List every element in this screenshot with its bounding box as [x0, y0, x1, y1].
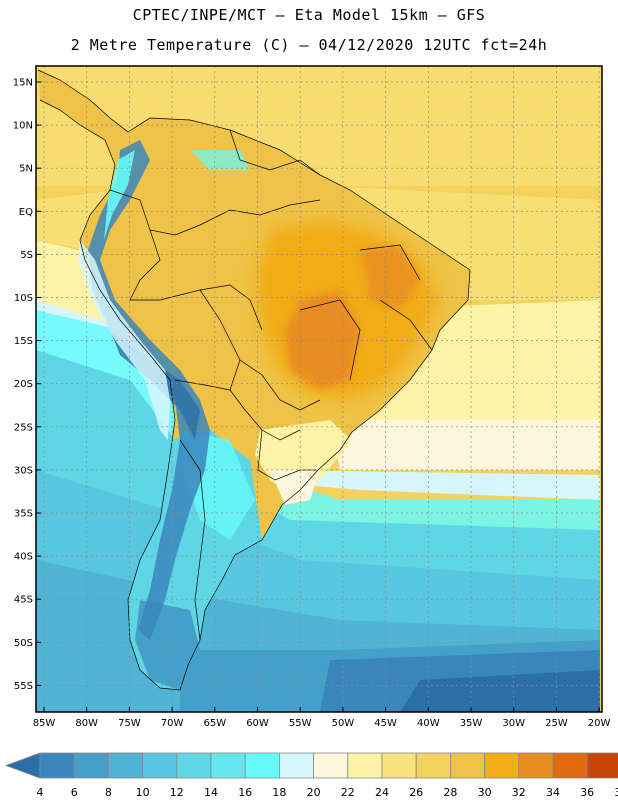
- lon-label: 40W: [417, 718, 440, 729]
- lat-label: 5N: [19, 164, 33, 175]
- lat-label: 40S: [14, 552, 33, 563]
- lat-label: 25S: [14, 422, 33, 433]
- colorbar-tick: 20: [307, 786, 321, 799]
- lat-label: 50S: [14, 638, 33, 649]
- andes-cold-band: [88, 140, 210, 640]
- lat-label: 55S: [14, 681, 33, 692]
- lat-label: 20S: [14, 379, 33, 390]
- colorbar-cell: [347, 752, 383, 779]
- map-title-line-1: CPTEC/INPE/MCT – Eta Model 15km – GFS: [132, 6, 486, 24]
- colorbar-cell: [586, 752, 618, 779]
- colorbar-cell: [415, 752, 451, 779]
- lon-label: 35W: [460, 718, 483, 729]
- colorbar-tick: 6: [71, 786, 78, 799]
- colorbar-cell: [4, 752, 41, 779]
- colorbar-cell: [278, 752, 314, 779]
- colorbar-tick: 18: [272, 786, 286, 799]
- lon-label: 50W: [332, 718, 355, 729]
- colorbar-tick: 36: [580, 786, 594, 799]
- map-title-line-2: 2 Metre Temperature (C) – 04/12/2020 12U…: [70, 36, 548, 54]
- lon-label: 60W: [246, 718, 269, 729]
- colorbar-cell: [244, 752, 280, 779]
- lat-lon-grid: [36, 66, 602, 712]
- colorbar-tick: 24: [375, 786, 389, 799]
- lon-label: 70W: [161, 718, 184, 729]
- colorbar-cell: [449, 752, 485, 779]
- colorbar-cell: [142, 752, 178, 779]
- lat-label: 15S: [14, 336, 33, 347]
- colorbar: 4 6 8 10 12 14 16 18 20 22 24 26 28 30 32 34 36 38: [4, 752, 618, 799]
- colorbar-cell: [484, 752, 520, 779]
- colorbar-tick: 16: [238, 786, 252, 799]
- colorbar-cell: [176, 752, 212, 779]
- longitude-labels: 85W 80W 75W 70W 65W 60W 55W 50W 45W 40W 35W 30W 25W 2…: [33, 707, 611, 729]
- lon-label: 85W: [33, 718, 56, 729]
- lon-label: 30W: [502, 718, 525, 729]
- colorbar-cell: [518, 752, 554, 779]
- colorbar-tick: 28: [443, 786, 457, 799]
- lat-label: 10S: [14, 293, 33, 304]
- lon-label: 25W: [545, 718, 568, 729]
- lat-label: 35S: [14, 509, 33, 520]
- lat-label: 30S: [14, 465, 33, 476]
- colorbar-cell: [108, 752, 144, 779]
- lon-label: 65W: [203, 718, 226, 729]
- temperature-field: [36, 66, 602, 712]
- colorbar-tick: 10: [136, 786, 150, 799]
- lat-label: 10N: [13, 121, 33, 132]
- colorbar-cell: [381, 752, 417, 779]
- lat-label: 5S: [20, 250, 33, 261]
- latitude-labels: 15N 10N 5N EQ 5S 10S 15S 20S 25S 30S 35S 40S 45S 50S 5…: [13, 78, 41, 692]
- lat-label: 45S: [14, 595, 33, 606]
- lat-label: 15N: [13, 78, 33, 89]
- colorbar-cell: [313, 752, 349, 779]
- colorbar-tick: 30: [478, 786, 492, 799]
- colorbar-cell: [73, 752, 109, 779]
- colorbar-tick: 4: [37, 786, 44, 799]
- colorbar-tick: 32: [512, 786, 526, 799]
- colorbar-cell: [552, 752, 588, 779]
- map-frame: [35, 65, 603, 713]
- colorbar-tick: 22: [341, 786, 355, 799]
- colorbar-tick: 8: [105, 786, 112, 799]
- lon-label: 45W: [374, 718, 397, 729]
- lon-label: 80W: [75, 718, 98, 729]
- lon-label: 55W: [289, 718, 312, 729]
- colorbar-cell: [39, 752, 75, 779]
- colorbar-tick: 26: [409, 786, 423, 799]
- country-borders: [37, 69, 471, 691]
- lon-label: 20W: [588, 718, 611, 729]
- colorbar-tick: 12: [170, 786, 184, 799]
- colorbar-cell: [210, 752, 246, 779]
- lat-label: EQ: [19, 207, 33, 218]
- lon-label: 75W: [118, 718, 141, 729]
- colorbar-tick: 14: [204, 786, 218, 799]
- continent: [38, 70, 470, 690]
- colorbar-tick: 34: [546, 786, 560, 799]
- colorbar-tick: 38: [614, 786, 618, 799]
